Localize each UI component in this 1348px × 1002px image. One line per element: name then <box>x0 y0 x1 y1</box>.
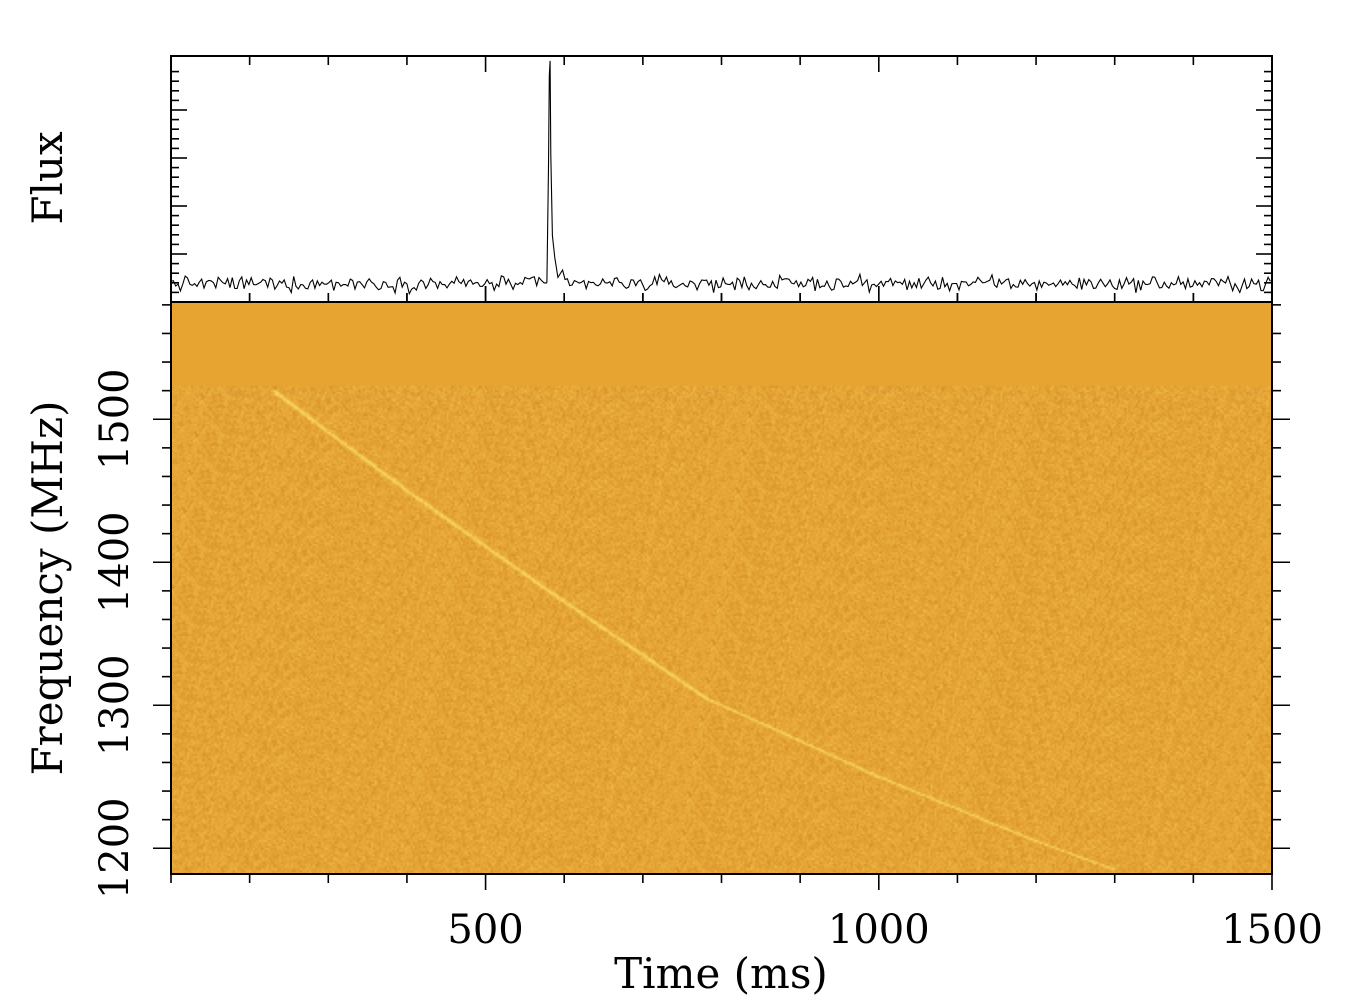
flux-panel: Flux <box>23 55 1273 303</box>
flux-series-line <box>170 60 1271 296</box>
time-tick-label: 1500 <box>1221 907 1323 953</box>
x-axis-label: Time (ms) <box>614 949 828 998</box>
time-tick-label: 500 <box>447 907 523 953</box>
flux-axis-label: Flux <box>23 131 72 225</box>
frequency-tick-label: 1400 <box>92 511 138 613</box>
flux-plot-frame <box>170 55 1273 303</box>
time-tick-labels: 500 1000 1500 <box>447 907 1323 953</box>
y-axis-label: Frequency (MHz) <box>23 400 72 775</box>
frequency-tick-labels: 1200 1300 1400 1500 <box>92 368 138 899</box>
frequency-tick-label: 1200 <box>92 797 138 899</box>
frequency-tick-label: 1500 <box>92 368 138 470</box>
spectrum-axis-ticks <box>153 286 1290 890</box>
time-tick-label: 1000 <box>828 907 930 953</box>
frequency-tick-label: 1300 <box>92 654 138 756</box>
spectrum-panel: 500 1000 1500 1200 1300 1400 1500 Time (ms) F… <box>23 286 1323 998</box>
spectrum-heatmap <box>171 302 1272 874</box>
